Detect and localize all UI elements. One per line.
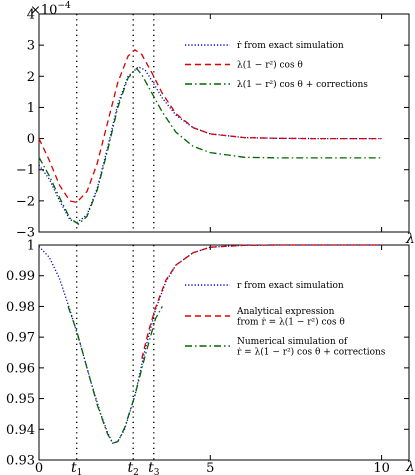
- series-line-3: [38, 67, 382, 226]
- y-tick-label: 0.99: [6, 269, 35, 284]
- bottom-panel: 0.93 0.94 0.95 0.96 0.97 0.98 0.99 1 λt r from ex…: [6, 239, 415, 475]
- y-tick-label: −2: [16, 194, 35, 209]
- y-tick-label: 0.97: [6, 331, 35, 346]
- legend-label-2: λ(1 − r²) cos θ: [237, 60, 303, 71]
- y-tick-label: 1: [27, 239, 35, 254]
- y-tick-label: 4: [27, 8, 35, 23]
- legend-label-3: Numerical simulation of: [237, 337, 348, 347]
- y-tick-label: 0: [27, 132, 35, 147]
- y-tick-label: 0.94: [6, 423, 35, 438]
- y-multiplier-label: ×10−4: [30, 1, 71, 18]
- legend-label-1: ṙ from exact simulation: [237, 41, 344, 51]
- x-tick-label: 0: [35, 461, 43, 475]
- time-marker-label-1: t1: [71, 460, 82, 475]
- y-tick-label: −3: [16, 226, 35, 241]
- x-axis-label: λt: [405, 231, 415, 247]
- y-tick-label: 3: [27, 39, 35, 54]
- y-tick-label: 2: [27, 70, 35, 85]
- legend-label-3: λ(1 − r²) cos θ + corrections: [237, 79, 368, 90]
- legend-label-1: r from exact simulation: [237, 281, 344, 291]
- plot-frame: [38, 13, 410, 233]
- series-line-3: [67, 306, 163, 444]
- top-panel: −3 −2 −1 0 1 2 3 4 λt ṙ from exact simulation λ(1 …: [16, 1, 415, 247]
- plot-frame: [38, 244, 410, 461]
- y-tick-label: 0.98: [6, 300, 35, 315]
- legend-label-2: Analytical expression: [236, 307, 335, 317]
- y-tick-label: 1: [27, 101, 35, 116]
- x-tick-label: 10: [373, 461, 390, 475]
- y-tick-label: 0.93: [6, 454, 35, 469]
- x-tick-label: 5: [206, 461, 214, 475]
- time-marker-label-2: t2: [128, 460, 139, 475]
- legend-label-2: from ṙ = λ(1 − r²) cos θ: [237, 317, 345, 328]
- legend-label-3: ṙ = λ(1 − r²) cos θ + corrections: [237, 347, 386, 358]
- y-tick-label: −1: [16, 163, 35, 178]
- series-line-2: [141, 244, 382, 359]
- x-axis-label: λt: [405, 459, 415, 475]
- y-tick-label: 0.95: [6, 392, 35, 407]
- y-tick-label: 0.96: [6, 361, 35, 376]
- series-line-2: [38, 48, 382, 204]
- series-line-1: [38, 244, 382, 444]
- time-marker-label-3: t3: [148, 460, 160, 475]
- series-line-1: [38, 66, 382, 224]
